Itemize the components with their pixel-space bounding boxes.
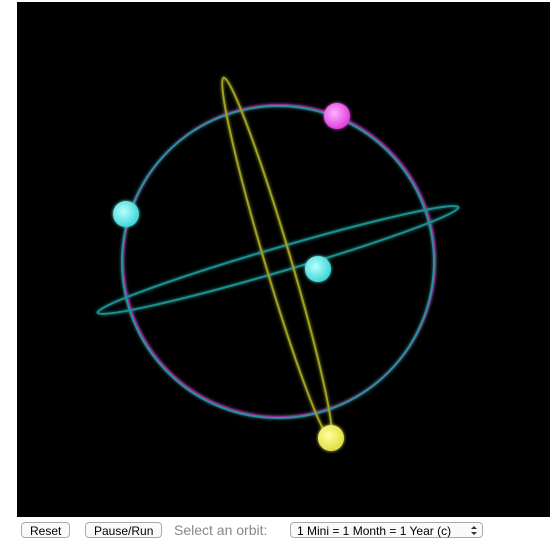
orbit-select[interactable]: 1 Mini = 1 Month = 1 Year (c) (290, 522, 483, 538)
pause-button[interactable]: Pause/Run (85, 522, 162, 538)
reset-button[interactable]: Reset (21, 522, 70, 538)
page: Reset Pause/Run Select an orbit: 1 Mini … (0, 0, 557, 542)
body-cyan (305, 256, 331, 282)
select-arrows (470, 525, 478, 536)
simulation-canvas (17, 2, 550, 517)
select-value: 1 Mini = 1 Month = 1 Year (c) (297, 524, 451, 538)
control-bar: Reset Pause/Run Select an orbit: 1 Mini … (0, 519, 557, 542)
body-magenta (324, 103, 350, 129)
body-cyan (113, 201, 139, 227)
body-yellow (318, 425, 344, 451)
select-label: Select an orbit: (174, 520, 267, 540)
